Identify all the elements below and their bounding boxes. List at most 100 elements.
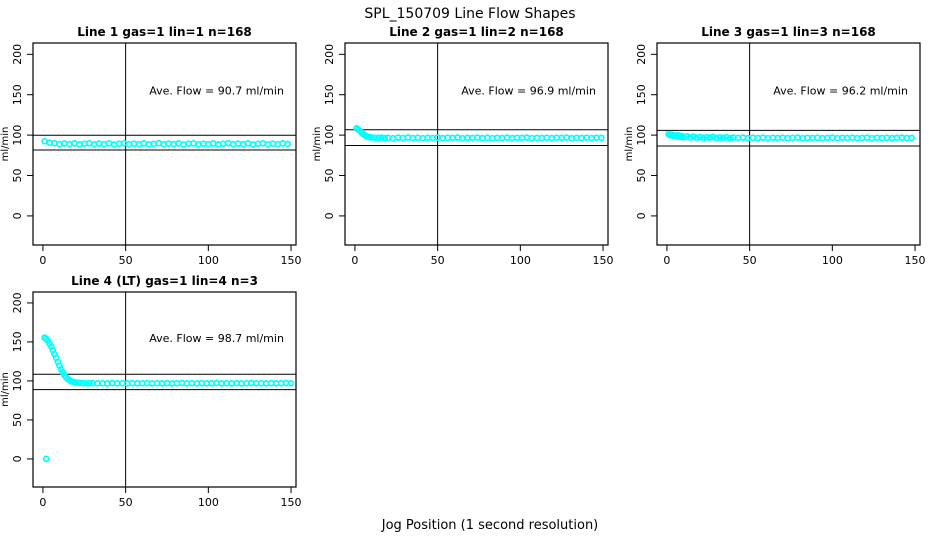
y-axis-title: ml/min — [0, 372, 11, 407]
data-point — [378, 134, 385, 141]
x-tick-label: 50 — [119, 496, 133, 509]
x-tick-label: 150 — [905, 254, 926, 267]
data-point — [82, 379, 90, 387]
y-tick-label: 200 — [11, 44, 24, 65]
x-tick-label: 50 — [431, 254, 445, 267]
x-tick-label: 0 — [39, 254, 46, 267]
ave-flow-annotation: Ave. Flow = 90.7 ml/min — [149, 85, 284, 98]
y-tick-label: 0 — [635, 212, 648, 219]
x-tick-label: 50 — [119, 254, 133, 267]
data-point — [686, 134, 694, 141]
data-point — [368, 134, 375, 141]
data-point — [693, 134, 701, 142]
data-point — [371, 134, 379, 142]
data-point — [723, 133, 730, 141]
data-point — [696, 133, 704, 141]
y-axis: 0 50 100 150 200 — [323, 44, 345, 219]
data-point — [100, 140, 108, 148]
x-axis-label: Jog Position (1 second resolution) — [381, 518, 599, 533]
y-tick-label: 150 — [11, 331, 24, 352]
y-tick-label: 150 — [635, 84, 648, 105]
data-point — [699, 134, 707, 142]
data-point — [51, 139, 58, 147]
data-point — [284, 140, 292, 148]
data-point — [680, 133, 687, 141]
x-tick-label: 150 — [281, 254, 302, 267]
y-tick-label: 150 — [323, 84, 336, 105]
data-point — [287, 379, 295, 387]
plot-frame — [344, 42, 609, 246]
y-tick-label: 50 — [323, 169, 336, 183]
data-point — [706, 134, 714, 141]
panel-title: Line 4 (LT) gas=1 lin=4 n=3 — [71, 274, 258, 288]
x-tick-label: 100 — [198, 254, 219, 267]
plot-frame — [32, 42, 297, 246]
data-point — [381, 134, 389, 142]
y-tick-label: 200 — [635, 44, 648, 65]
data-point — [690, 133, 697, 140]
x-axis: 0 50 100 150 — [351, 245, 614, 267]
panel-title: Line 2 gas=1 lin=2 n=168 — [389, 25, 564, 39]
data-point — [716, 134, 724, 141]
x-tick-label: 50 — [743, 254, 757, 267]
data-point — [42, 455, 50, 463]
data-point — [75, 379, 83, 387]
x-tick-label: 0 — [663, 254, 670, 267]
y-tick-label: 0 — [323, 212, 336, 219]
panel-title: Line 3 gas=1 lin=3 n=168 — [701, 25, 876, 39]
x-axis: 0 50 100 150 — [39, 245, 302, 267]
ave-flow-annotation: Ave. Flow = 98.7 ml/min — [149, 332, 284, 345]
y-axis-title: ml/min — [0, 127, 11, 162]
x-axis: 0 50 100 150 — [39, 487, 302, 509]
figure-title: SPL_150709 Line Flow Shapes — [364, 6, 575, 22]
scatter-points — [41, 334, 295, 463]
y-tick-label: 200 — [323, 44, 336, 65]
panel-title: Line 1 gas=1 lin=1 n=168 — [77, 25, 252, 39]
data-point — [908, 134, 916, 142]
data-point — [598, 134, 605, 142]
y-tick-label: 100 — [323, 125, 336, 146]
panels-group: Line 1 gas=1 lin=1 n=168 0 50 100 150 0 50 100 1… — [0, 25, 926, 509]
x-tick-label: 0 — [351, 254, 358, 267]
x-tick-label: 150 — [281, 496, 302, 509]
y-axis: 0 50 100 150 200 — [635, 44, 657, 219]
data-point — [719, 134, 727, 142]
y-tick-label: 100 — [635, 125, 648, 146]
panel-line-3: Line 3 gas=1 lin=3 n=168 0 50 100 150 0 50 100 1… — [624, 25, 926, 267]
scatter-points — [353, 124, 605, 142]
y-axis-title: ml/min — [312, 127, 323, 162]
panel-line-4: Line 4 (LT) gas=1 lin=4 n=3 0 50 100 150 0 50 1… — [0, 274, 302, 509]
y-axis-title: ml/min — [624, 127, 635, 162]
x-tick-label: 100 — [198, 496, 219, 509]
scatter-points — [665, 130, 916, 142]
ave-flow-annotation: Ave. Flow = 96.2 ml/min — [773, 85, 908, 98]
data-point — [713, 134, 720, 142]
ave-flow-annotation: Ave. Flow = 96.9 ml/min — [461, 85, 596, 98]
plot-frame — [656, 42, 921, 246]
y-axis: 0 50 100 150 200 — [11, 292, 33, 462]
data-point — [374, 134, 382, 142]
y-tick-label: 50 — [635, 169, 648, 183]
data-point — [85, 379, 93, 387]
y-tick-label: 50 — [11, 413, 24, 427]
x-tick-label: 100 — [510, 254, 531, 267]
y-tick-label: 0 — [11, 455, 24, 462]
data-point — [709, 133, 717, 141]
x-axis: 0 50 100 150 — [663, 245, 926, 267]
x-tick-label: 150 — [593, 254, 614, 267]
x-tick-label: 100 — [822, 254, 843, 267]
y-tick-label: 150 — [11, 84, 24, 105]
data-point — [79, 379, 86, 387]
data-point — [72, 379, 80, 386]
panel-line-2: Line 2 gas=1 lin=2 n=168 0 50 100 150 0 50 100 1… — [312, 25, 614, 267]
y-tick-label: 100 — [11, 125, 24, 146]
panel-line-1: Line 1 gas=1 lin=1 n=168 0 50 100 150 0 50 100 1… — [0, 25, 302, 267]
plot-frame — [32, 291, 297, 488]
y-tick-label: 0 — [11, 212, 24, 219]
data-point — [703, 133, 710, 141]
y-tick-label: 50 — [11, 169, 24, 183]
data-point — [726, 134, 734, 142]
y-axis: 0 50 100 150 200 — [11, 44, 33, 219]
